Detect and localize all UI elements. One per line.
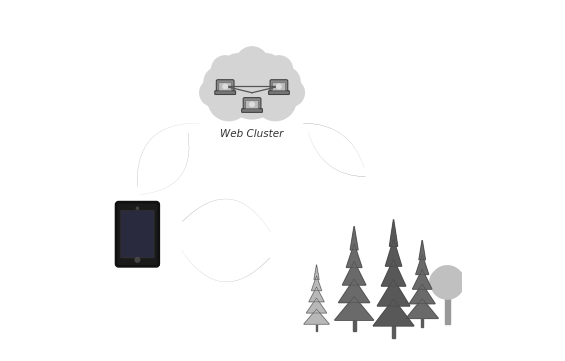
Circle shape [277,79,305,106]
Polygon shape [353,320,355,331]
Circle shape [204,67,234,97]
Polygon shape [338,279,370,303]
Circle shape [135,257,140,262]
FancyArrowPatch shape [303,123,364,167]
FancyBboxPatch shape [268,91,289,95]
FancyBboxPatch shape [116,202,159,266]
Polygon shape [316,324,318,331]
Polygon shape [342,261,366,285]
FancyBboxPatch shape [243,97,261,111]
Polygon shape [377,279,410,306]
Circle shape [250,102,254,106]
Circle shape [236,47,268,79]
Polygon shape [381,259,406,286]
Circle shape [434,275,454,295]
Circle shape [136,207,138,209]
Circle shape [430,270,453,293]
Polygon shape [346,244,362,268]
FancyBboxPatch shape [246,100,258,109]
Text: Web Cluster: Web Cluster [220,129,284,139]
Circle shape [220,54,257,91]
Circle shape [435,274,460,299]
Polygon shape [392,326,395,338]
Circle shape [441,275,461,295]
FancyBboxPatch shape [270,80,288,93]
Polygon shape [304,309,329,324]
Circle shape [211,56,239,83]
Polygon shape [314,265,319,280]
Polygon shape [412,269,432,289]
Circle shape [277,84,281,89]
Polygon shape [373,299,414,326]
FancyBboxPatch shape [219,83,232,91]
FancyArrowPatch shape [140,133,189,195]
Polygon shape [416,255,429,274]
FancyArrowPatch shape [182,251,270,282]
Polygon shape [406,299,438,318]
Circle shape [224,63,280,119]
Polygon shape [334,297,373,320]
Polygon shape [421,318,423,327]
Circle shape [266,56,293,83]
FancyBboxPatch shape [215,91,236,95]
Polygon shape [350,226,358,250]
Polygon shape [445,298,450,324]
Circle shape [441,270,464,293]
FancyArrowPatch shape [182,199,270,232]
Circle shape [247,54,284,91]
Circle shape [437,268,457,288]
FancyArrowPatch shape [308,133,366,177]
Circle shape [200,79,227,106]
Circle shape [431,266,464,299]
Polygon shape [309,287,324,302]
Polygon shape [311,276,321,291]
Circle shape [270,67,300,97]
Circle shape [223,84,228,89]
Polygon shape [385,239,402,266]
FancyBboxPatch shape [121,210,154,258]
Polygon shape [409,284,435,304]
Circle shape [208,79,250,121]
Polygon shape [306,298,327,313]
Circle shape [255,79,296,121]
FancyBboxPatch shape [216,80,234,93]
Polygon shape [419,240,425,260]
FancyBboxPatch shape [242,109,262,112]
FancyBboxPatch shape [272,83,285,91]
Polygon shape [389,219,398,246]
FancyArrowPatch shape [137,123,199,187]
